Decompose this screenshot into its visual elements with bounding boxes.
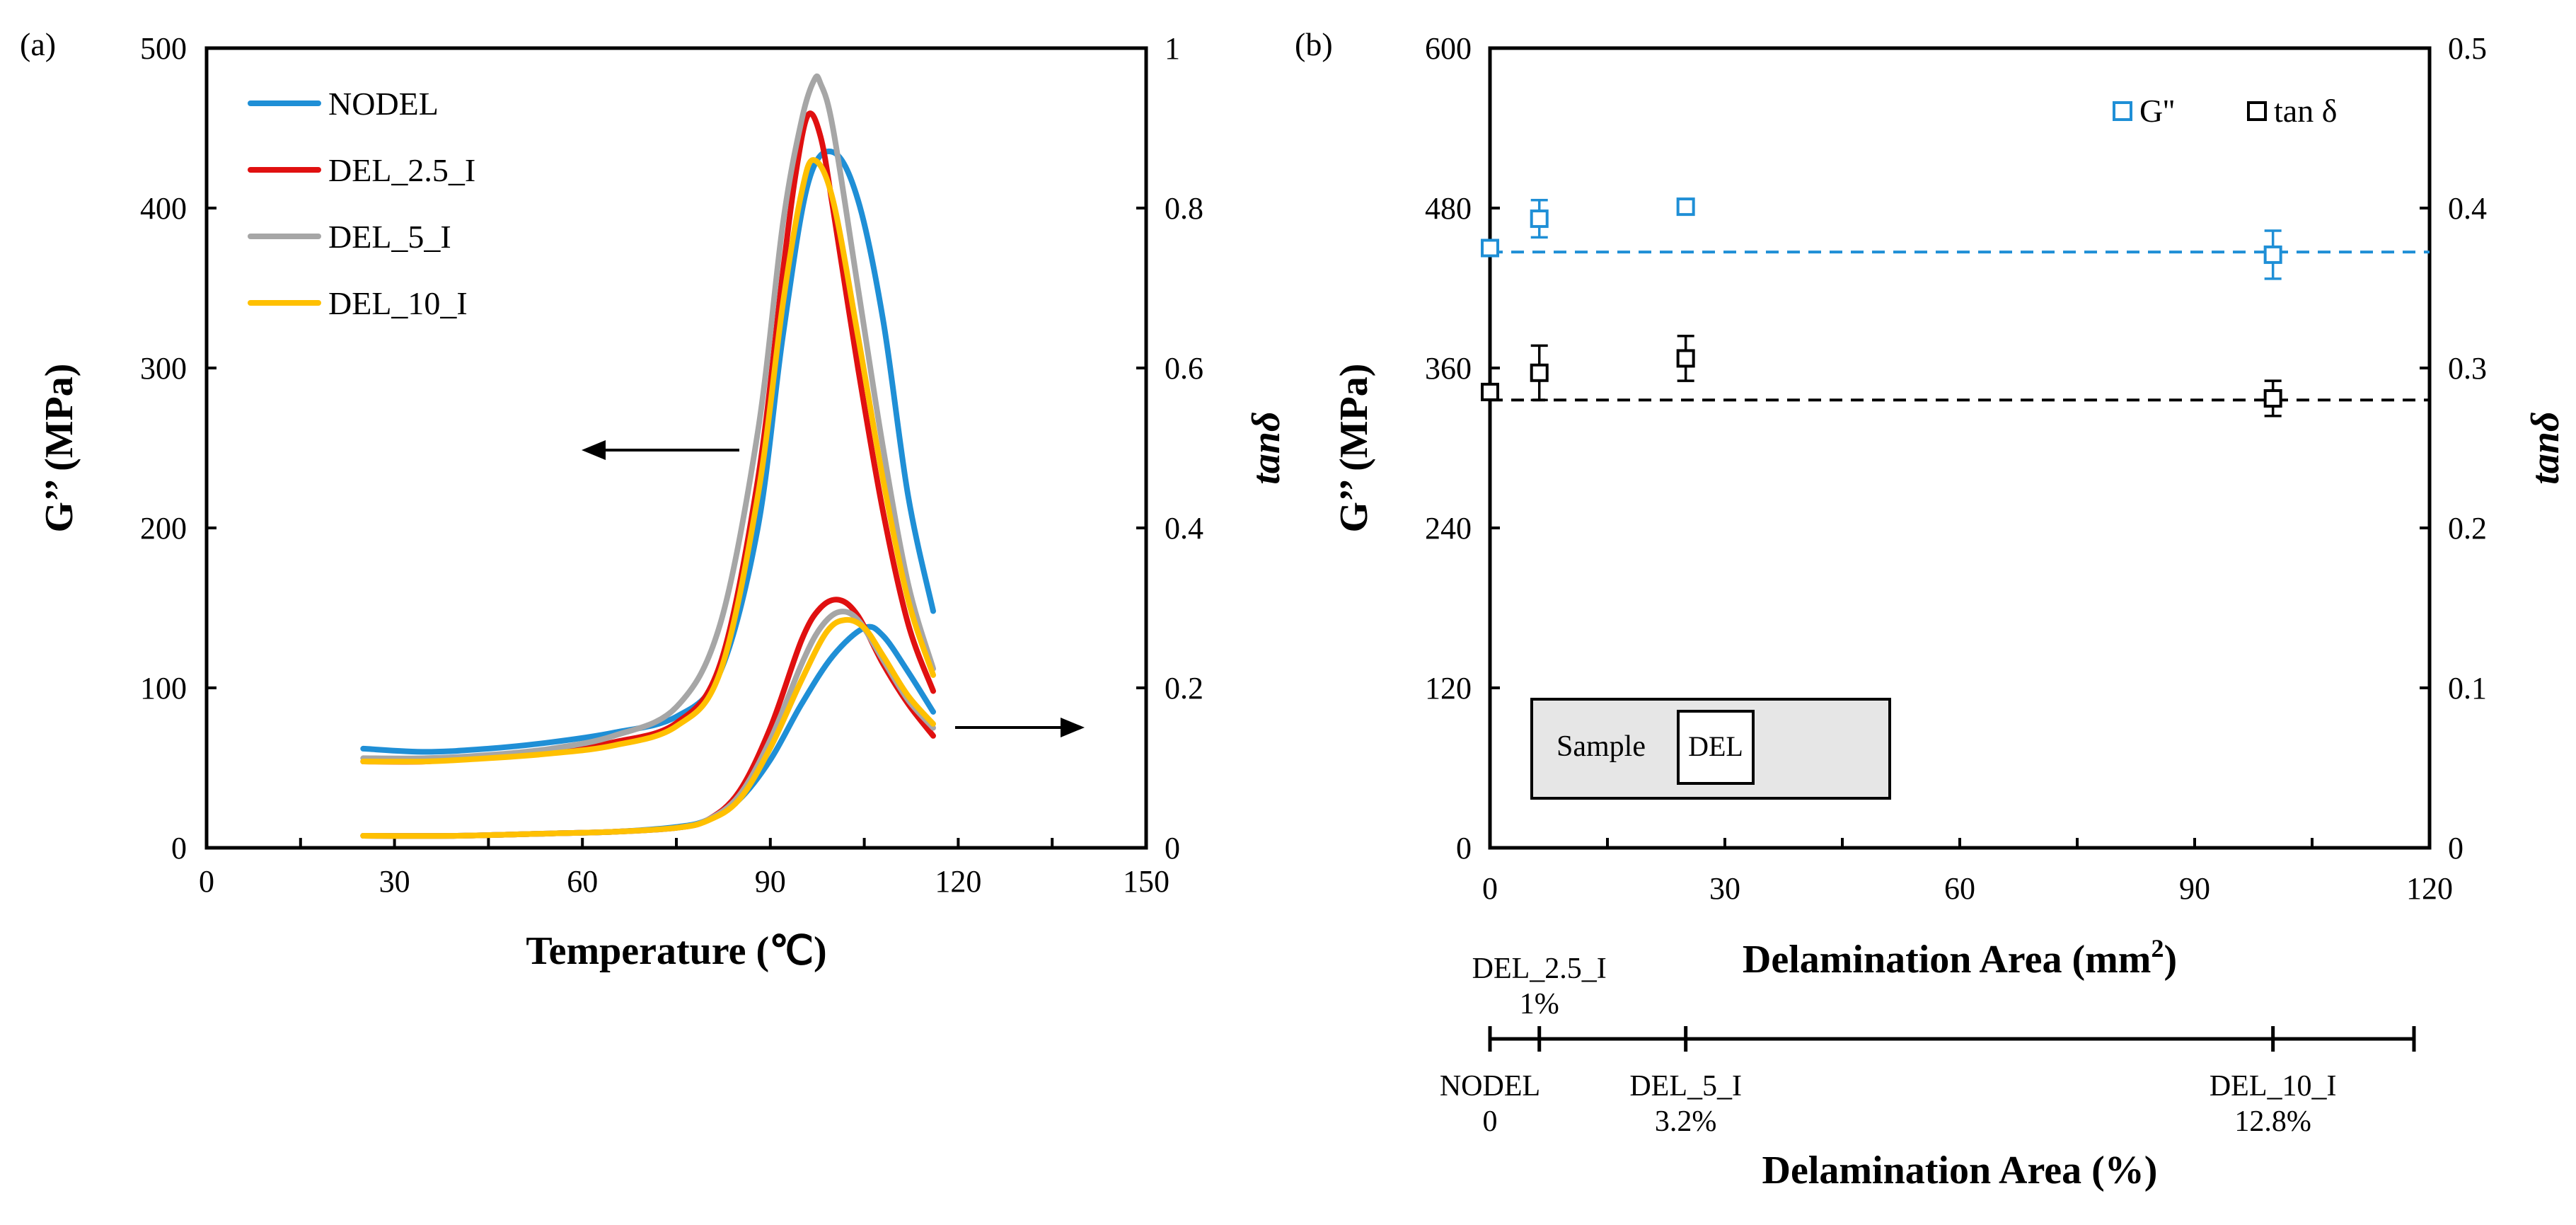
legend-label-del-2-5-i: DEL_2.5_I: [328, 152, 475, 188]
legend-swatch-tand: [2247, 101, 2267, 121]
y-tick-label-b: 240: [1425, 511, 1472, 546]
y2-tick-label-a: 0.4: [1165, 511, 1203, 546]
y2-tick-label-a: 0.2: [1165, 671, 1203, 706]
data-point-g2: [1481, 238, 1499, 258]
series-line-del-10-i-tand: [360, 616, 936, 839]
y2-tick-label-b: 0.4: [2448, 191, 2487, 226]
y-axis-label-a: G’’ (MPa): [37, 364, 81, 533]
x-axis-label-b: Delamination Area (mm2): [1743, 934, 2177, 982]
x-tick-label-b: 120: [2406, 871, 2453, 906]
y2-tick-label-b: 0.2: [2448, 511, 2487, 546]
y-axis-label-b: G’’ (MPa): [1332, 364, 1376, 533]
x-tick-label-a: 120: [935, 864, 981, 899]
legend-label-del-5-i: DEL_5_I: [328, 219, 451, 255]
data-points-b: [1481, 197, 2282, 418]
y-tick-label-a: 400: [140, 191, 187, 226]
chart-panel-b: (b) 0 30 60 90 120 0 120 240 360 480 600 0 0.1 0.2 0.3…: [1295, 26, 2568, 1192]
y-tick-label-b: 360: [1425, 351, 1472, 386]
y-tick-label-a: 500: [140, 31, 187, 66]
tick-marks-b: [1490, 207, 2430, 848]
x-tick-label-b: 30: [1709, 871, 1740, 906]
trendlines-b: [1490, 251, 2430, 402]
y2-tick-label-a: 0.6: [1165, 351, 1203, 386]
secondary-marker-name-del-5-i: DEL_5_I: [1629, 1070, 1742, 1103]
secondary-marker-value-nodel: 0: [1483, 1105, 1498, 1138]
secondary-marker-name-del-2-5-i: DEL_2.5_I: [1472, 953, 1607, 985]
panel-label-a: (a): [20, 26, 56, 62]
series-line-del-5-i-g2: [360, 73, 936, 761]
x-tick-label-a: 150: [1123, 864, 1169, 899]
secondary-axis-label: Delamination Area (%): [1762, 1149, 2158, 1192]
x-tick-label-a: 60: [567, 864, 598, 899]
chart-panel-a: (a) 0 30 60 90 120 150010020030040050000.20.4…: [20, 26, 1288, 973]
y-tick-label-a: 200: [140, 511, 187, 546]
arrow-left-annotation: [582, 440, 739, 460]
data-point-tand: [1481, 382, 1499, 401]
y-tick-label-a: 100: [140, 671, 187, 706]
legend-label-tand: tan δ: [2274, 93, 2337, 129]
secondary-marker-value-del-2-5-i: 1%: [1520, 988, 1559, 1020]
curves-a: [360, 73, 936, 839]
secondary-marker-name-del-10-i: DEL_10_I: [2210, 1070, 2337, 1103]
x-tick-label-b: 0: [1482, 871, 1498, 906]
legend-item-g2: G'': [2113, 93, 2175, 129]
y-tick-label-a: 300: [140, 351, 187, 386]
legend-b: G'' tan δ: [2113, 93, 2337, 129]
x-tick-label-a: 90: [755, 864, 786, 899]
tick-marks-a: [207, 207, 1146, 848]
y-tick-label-b: 120: [1425, 671, 1472, 706]
legend-item-tand: tan δ: [2247, 93, 2337, 129]
y2-tick-label-b: 0.3: [2448, 351, 2487, 386]
x-tick-label-b: 60: [1944, 871, 1975, 906]
secondary-marker-name-nodel: NODEL: [1440, 1070, 1540, 1103]
y2-tick-label-b: 0.1: [2448, 671, 2487, 706]
inset-sample: Sample DEL: [1530, 698, 1891, 800]
secondary-marker-value-del-10-i: 12.8%: [2234, 1105, 2311, 1138]
tick-labels-b: 0 30 60 90 120 0 120 240 360 480 600 0 0.1 0.2 0.3 0.4 0…: [1425, 31, 2487, 906]
data-point-tand: [1676, 349, 1695, 368]
data-point-tand: [1530, 363, 1549, 382]
y-tick-label-b: 0: [1456, 831, 1472, 865]
x-axis-label-a: Temperature (℃): [526, 929, 826, 973]
tick-labels-a: 0 30 60 90 120 150010020030040050000.20.40.60…: [140, 31, 1203, 899]
y2-tick-label-a: 0: [1165, 831, 1180, 865]
y-tick-label-a: 0: [171, 831, 187, 865]
y-tick-label-b: 600: [1425, 31, 1472, 66]
y2-tick-label-b: 0.5: [2448, 31, 2487, 66]
y2-axis-label-b: tanδ: [2524, 411, 2568, 484]
secondary-marker-value-del-5-i: 3.2%: [1655, 1105, 1717, 1138]
data-point-g2: [2263, 245, 2282, 264]
inset-del-box: [1677, 710, 1755, 785]
y-tick-label-b: 480: [1425, 191, 1472, 226]
inset-del-label: DEL: [1688, 730, 1743, 762]
y2-tick-label-a: 1: [1165, 31, 1180, 66]
y2-tick-label-a: 0.8: [1165, 191, 1203, 226]
panel-label-b: (b): [1295, 26, 1333, 62]
x-tick-label-a: 0: [199, 864, 214, 899]
series-line-del-2-5-i-tand: [360, 597, 936, 839]
legend-swatch-g2: [2113, 101, 2132, 121]
x-tick-label-a: 30: [379, 864, 410, 899]
data-point-tand: [2263, 389, 2282, 408]
series-line-nodel-tand: [360, 623, 936, 839]
inset-label: Sample: [1556, 730, 1646, 763]
y2-axis-label-a: tanδ: [1244, 411, 1288, 484]
x-tick-label-b: 90: [2179, 871, 2210, 906]
legend-a: NODEL DEL_2.5_I DEL_5_I DEL_10_I: [248, 86, 475, 321]
series-line-del-10-i-g2: [360, 157, 936, 765]
legend-label-del-10-i: DEL_10_I: [328, 285, 468, 321]
data-point-g2: [1676, 197, 1695, 217]
data-point-g2: [1530, 209, 1549, 229]
legend-label-g2: G'': [2139, 93, 2175, 129]
legend-label-nodel: NODEL: [328, 86, 439, 122]
arrow-right-annotation: [955, 718, 1085, 737]
y2-tick-label-b: 0: [2448, 831, 2464, 865]
series-line-nodel-g2: [360, 149, 936, 755]
